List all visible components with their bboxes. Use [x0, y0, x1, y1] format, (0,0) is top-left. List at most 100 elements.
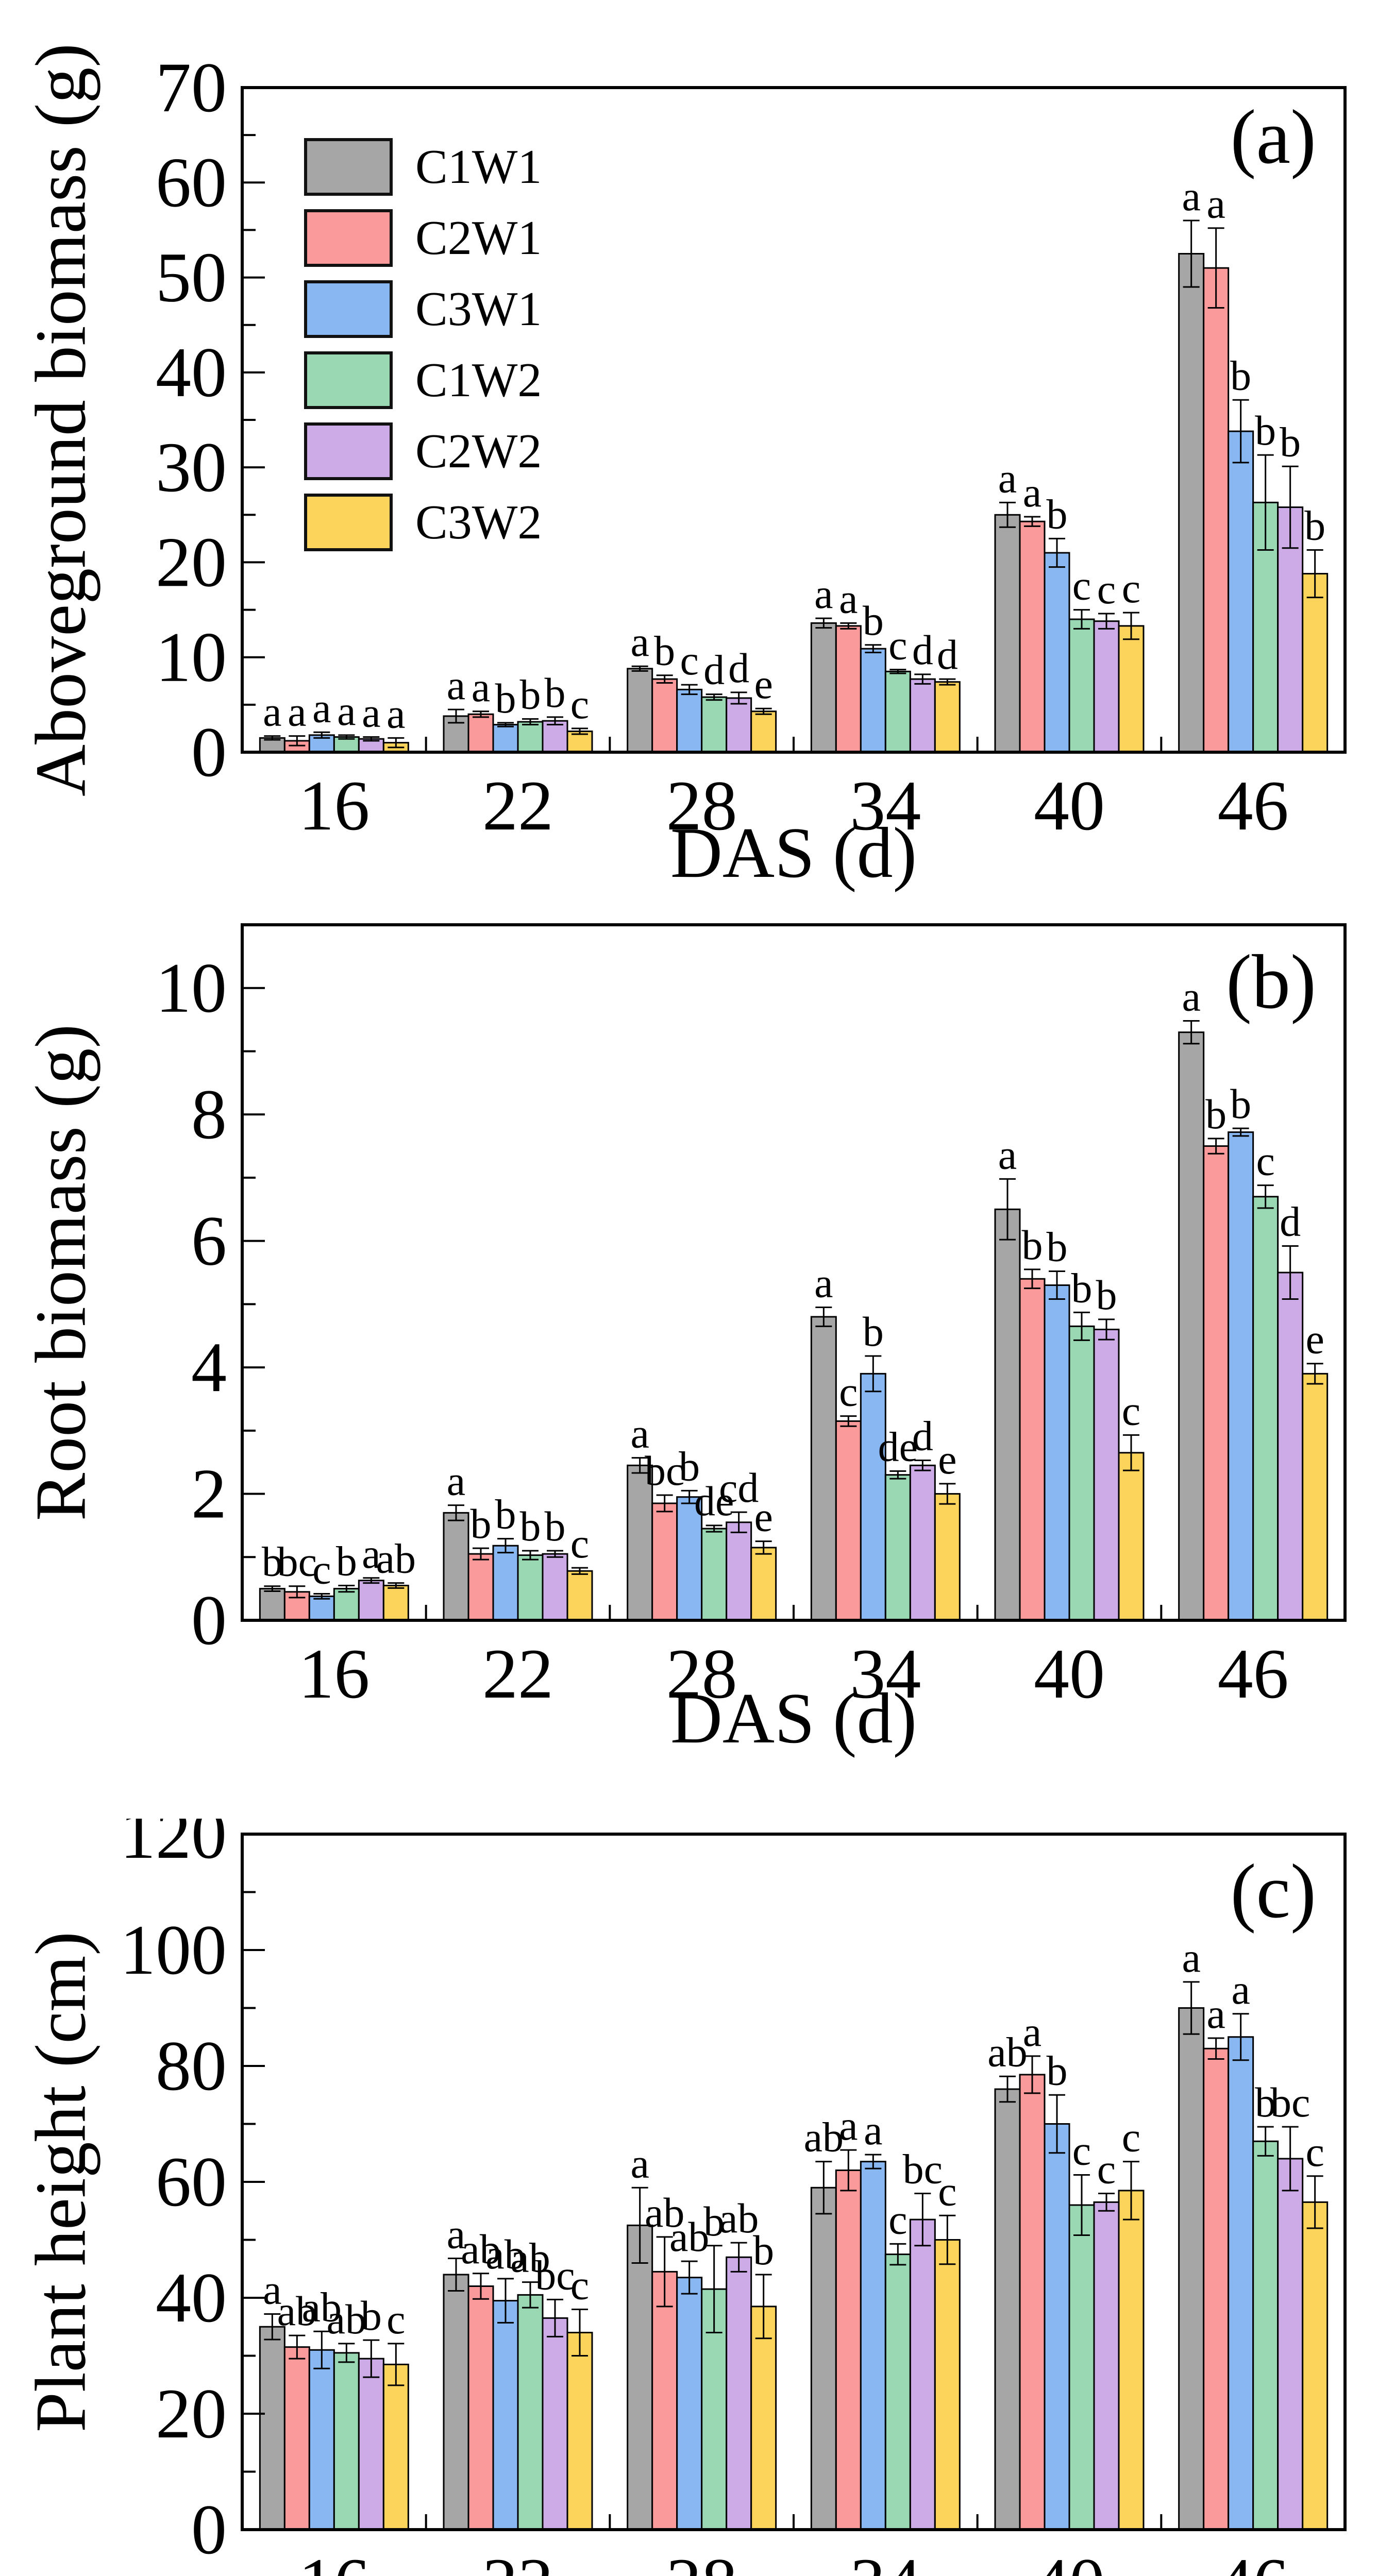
sig-letter-C1W1-22: a: [447, 2211, 465, 2258]
error-bar-C2W2-16: [363, 2339, 380, 2378]
y-tick-label-2: 2: [191, 1454, 227, 1533]
bar-C2W2-16: [358, 2358, 384, 2531]
sig-letter-C3W1-16: a: [312, 684, 331, 731]
legend-label-C2W1: C2W1: [415, 211, 542, 265]
error-bar-C2W1-22: [473, 710, 489, 718]
bar-C2W2-46: [1277, 1272, 1304, 1621]
y-tick-label-120: 120: [120, 1819, 227, 1873]
error-bar-C1W1-16: [264, 2313, 281, 2341]
sig-letter-C2W2-28: ab: [719, 2195, 759, 2242]
sig-letter-C3W2-46: e: [1305, 1316, 1324, 1363]
error-bar-C1W1-16: [264, 735, 281, 741]
bar-C2W2-22: [542, 1553, 568, 1621]
y-tick-label-6: 6: [191, 1201, 227, 1280]
bar-C2W1-46: [1203, 1145, 1230, 1621]
plot-frame: [241, 923, 1347, 1622]
bar-C3W1-46: [1228, 2036, 1254, 2531]
bar-C1W1-16: [259, 2326, 285, 2531]
y-axis-title-b: Root biomass (g): [21, 1024, 101, 1521]
bar-C2W1-40: [1019, 520, 1046, 753]
x-tick-label-46: 46: [1218, 766, 1289, 845]
error-bar-C3W1-34: [865, 2154, 882, 2170]
error-bar-C1W1-34: [815, 2161, 832, 2215]
panel-tag-a: (a): [1230, 94, 1316, 180]
error-bar-C2W2-28: [730, 1511, 747, 1533]
bar-C2W1-28: [651, 678, 678, 753]
y-tick-label-60: 60: [156, 143, 227, 222]
sig-letter-C1W1-34: a: [814, 570, 833, 617]
legend-swatch-C3W2: [304, 494, 393, 551]
x-tick-label-22: 22: [482, 2544, 553, 2576]
bar-C3W1-16: [308, 1595, 335, 1621]
sig-letter-C2W2-40: c: [1097, 566, 1116, 613]
error-bar-C1W2-16: [338, 1585, 355, 1593]
error-bar-C3W2-28: [755, 2274, 772, 2340]
legend-label-C3W1: C3W1: [415, 282, 542, 336]
error-bar-C3W2-40: [1123, 1434, 1139, 1471]
bar-C2W1-22: [467, 1553, 494, 1621]
sig-letter-C1W1-40: ab: [987, 2028, 1027, 2075]
error-bar-C3W2-34: [939, 2214, 956, 2265]
error-bar-C3W1-34: [865, 1355, 882, 1393]
bar-C3W1-34: [860, 1372, 886, 1621]
bar-C1W2-34: [884, 1474, 911, 1621]
error-bar-C1W1-28: [631, 665, 648, 672]
y-tick-label-60: 60: [156, 2142, 227, 2221]
x-tick-label-40: 40: [1034, 2544, 1105, 2576]
sig-letter-C3W2-28: b: [753, 2227, 774, 2274]
bar-C3W2-34: [934, 1493, 961, 1621]
error-bar-C1W2-28: [705, 1524, 722, 1533]
error-bar-C2W2-34: [914, 1460, 931, 1471]
bar-C2W1-34: [835, 625, 862, 753]
error-bar-C2W2-34: [914, 2193, 931, 2247]
error-bar-C2W2-46: [1282, 1245, 1299, 1300]
bar-C2W2-40: [1093, 620, 1120, 753]
sig-letter-C1W2-34: de: [878, 1423, 918, 1470]
error-bar-C3W2-22: [572, 1567, 588, 1575]
bar-C3W1-46: [1228, 1131, 1254, 1621]
sig-letter-C2W2-16: a: [362, 1530, 380, 1577]
error-bar-C1W2-28: [705, 693, 722, 701]
bar-C2W2-34: [909, 2218, 936, 2531]
error-bar-C3W2-16: [388, 1582, 405, 1589]
error-bar-C3W1-16: [313, 2330, 330, 2369]
bar-C3W2-28: [750, 710, 777, 753]
bar-C2W2-22: [542, 720, 568, 753]
sig-letter-C2W1-40: a: [1023, 469, 1041, 516]
sig-letter-C3W1-22: ab: [485, 2231, 525, 2278]
sig-letter-C2W1-40: a: [1023, 2008, 1041, 2055]
error-bar-C1W2-16: [338, 2343, 355, 2363]
legend-label-C1W2: C1W2: [415, 353, 542, 407]
sig-letter-C3W2-22: c: [570, 2262, 589, 2309]
y-tick-label-20: 20: [156, 2374, 227, 2453]
legend-item-C3W2: C3W2: [304, 494, 542, 551]
sig-letter-C2W1-34: a: [839, 575, 858, 622]
y-tick-label-70: 70: [156, 48, 227, 127]
bar-C1W1-22: [443, 2274, 469, 2531]
bar-C1W2-16: [333, 1588, 360, 1621]
sig-letter-C3W2-34: d: [937, 631, 958, 678]
bar-C3W2-46: [1302, 2201, 1329, 2531]
x-tick-label-40: 40: [1034, 1634, 1105, 1713]
x-tick-label-22: 22: [482, 766, 553, 845]
sig-letter-C1W1-46: a: [1182, 173, 1200, 219]
sig-letter-C2W2-34: bc: [903, 2146, 943, 2193]
legend-swatch-C1W2: [304, 351, 393, 409]
sig-letter-C1W1-28: a: [630, 2140, 649, 2187]
bar-C1W1-40: [994, 1208, 1021, 1621]
x-tick-label-34: 34: [850, 766, 921, 845]
error-bar-C3W2-16: [388, 2343, 405, 2386]
error-bar-C2W1-46: [1207, 1138, 1224, 1155]
error-bar-C3W2-34: [939, 678, 956, 686]
sig-letter-C1W2-22: ab: [510, 2234, 550, 2281]
bar-C1W1-46: [1178, 2007, 1205, 2531]
bar-C3W1-28: [676, 2277, 703, 2531]
sig-letter-C2W2-28: d: [728, 645, 749, 691]
error-bar-C3W1-40: [1049, 537, 1065, 568]
y-axis-title-c: Plant height (cm): [21, 1931, 101, 2433]
sig-letter-C3W1-46: b: [1230, 352, 1251, 399]
bar-C2W1-28: [651, 1502, 678, 1621]
sig-letter-C3W2-28: e: [754, 660, 772, 707]
bar-C3W2-40: [1118, 1452, 1145, 1621]
error-bar-C1W2-34: [889, 1470, 906, 1480]
